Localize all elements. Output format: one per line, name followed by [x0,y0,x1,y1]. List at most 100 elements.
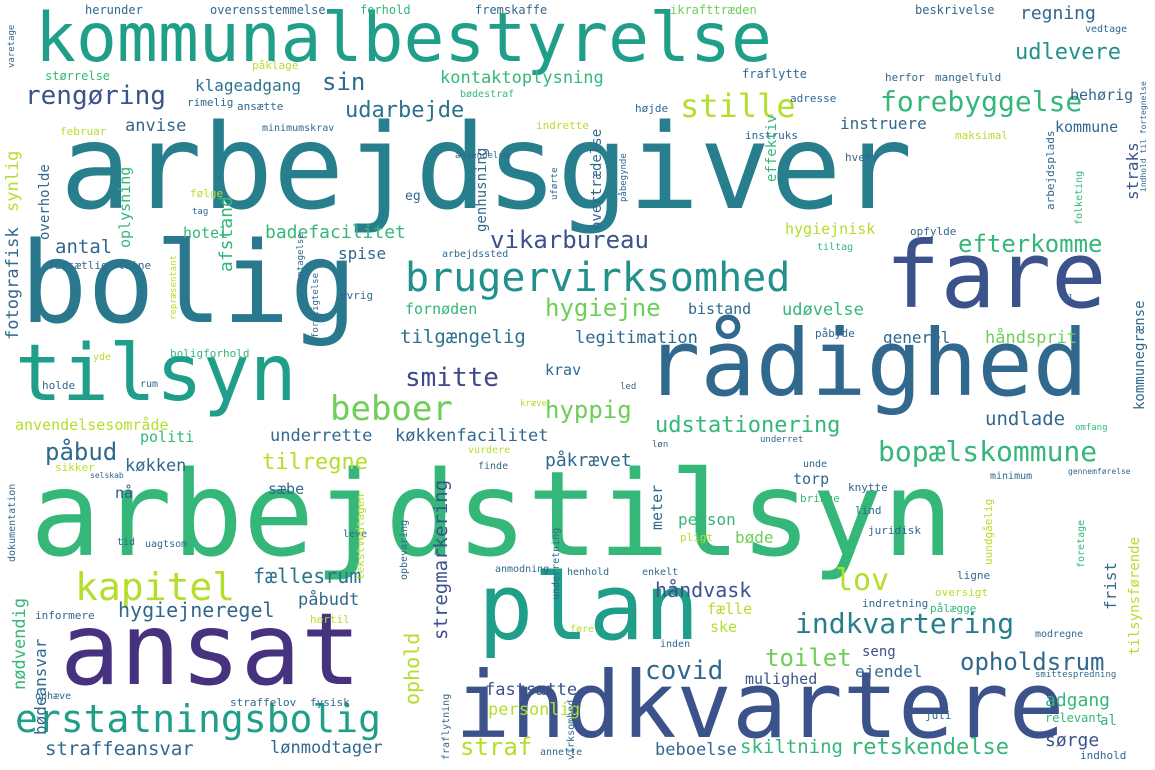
word: fraflytning [441,693,452,760]
word: hotel [183,224,229,242]
word: bringe [800,492,840,505]
word: juli [925,709,952,722]
word: personlig [488,700,581,720]
word: nødvendig [10,597,30,690]
word: erstatningsbolig [15,697,382,741]
word: påbyde [815,327,855,340]
word: sæbe [268,480,305,498]
word: udarbejde [345,98,465,123]
word: lønmodtager [270,738,383,758]
word: holde [42,379,76,392]
word: klageadgang [195,76,301,95]
word: underrette [270,426,373,446]
word: informere [35,609,95,622]
word: mangelfuld [935,71,1002,84]
word: arbejdsplads [1044,130,1057,210]
word: minimum [990,471,1033,482]
word: badefacilitet [265,222,406,243]
word: overholde [37,164,53,240]
word: hyppig [545,396,632,424]
word: forhold [360,3,411,17]
word: rengøring [25,81,166,111]
word: anvendelsesområde [15,416,169,434]
word: spise [338,244,387,263]
word: indhold [1080,749,1127,762]
word: torp [793,470,830,488]
word: anvise [125,116,187,136]
word: plan [478,554,700,661]
word: beboer [330,389,453,429]
word: udøvelse [782,300,864,320]
word: køkkenfacilitet [395,426,549,446]
word: ske [710,618,738,636]
word: yde [93,352,112,363]
word: tiltag [817,242,854,253]
word: forsætlig [48,259,108,272]
word: påklage [252,59,299,72]
word: relevant [1045,711,1103,725]
word: sørge [1045,730,1100,751]
word: smitte [405,363,499,393]
word: person [678,510,736,529]
word: adresse [790,92,837,105]
word: kommunalbestyrelse [35,0,772,78]
word: fastsætte [485,680,578,700]
word: effektiv [764,114,780,182]
word: afstand [216,196,237,272]
word: tekstvedtagen [354,493,367,580]
word: udlevere [1015,40,1121,65]
word: underretning [551,527,562,600]
word: oversigt [935,586,988,599]
word: tag [192,207,209,217]
word: ligne [957,569,991,582]
word: påkrævet [545,450,632,471]
word: håndvask [655,578,752,602]
word: anvendelse [455,151,510,161]
word: vikarbureau [490,226,649,254]
word: tilsyn [15,329,297,419]
word: forpligtelse [311,272,321,338]
word: vurdere [468,445,511,456]
word: indrette [536,119,589,132]
word: arbejdsgiver [60,98,913,236]
word: bødestraf [460,89,515,100]
word: eg [405,189,421,204]
word: straffeansvar [45,738,194,760]
word: varetage [7,24,17,68]
word: boligforhold [170,347,250,360]
word: overensstemmelse [210,3,326,17]
word: fremskaffe [475,3,548,17]
word: øvrig [340,289,374,302]
word: fotografisk [3,227,23,340]
word: underret [760,435,804,445]
word: bøde [735,528,774,547]
word: fare [885,222,1107,329]
word: ejendel [855,662,923,681]
word: henhold [567,567,610,578]
word: bolig [20,219,358,349]
word: påbegynde [619,153,629,202]
word: anmodning [495,564,550,575]
word: størrelse [45,69,111,83]
word: kontaktoplysning [440,68,604,88]
word: annette [540,747,583,758]
word: beboelse [655,740,737,760]
word: uførte [550,167,560,200]
word: stregmarkering [430,479,452,640]
word: straf [460,733,533,761]
word: maksimal [955,129,1008,142]
word: behørig [1070,86,1134,104]
word: gennemførelse [1068,467,1131,476]
word: indkvartering [795,607,1015,640]
word: tilsynsførende [1127,536,1143,655]
word: højde [635,102,669,115]
word: instruere [840,114,927,133]
word: overtrædelse [589,128,605,230]
word: køkken [125,456,187,476]
word: straffelov [230,696,297,709]
word: håndsprit [985,328,1078,348]
word: kræve [520,399,548,409]
word: frist [1101,561,1120,610]
word: kapitel [75,565,236,609]
